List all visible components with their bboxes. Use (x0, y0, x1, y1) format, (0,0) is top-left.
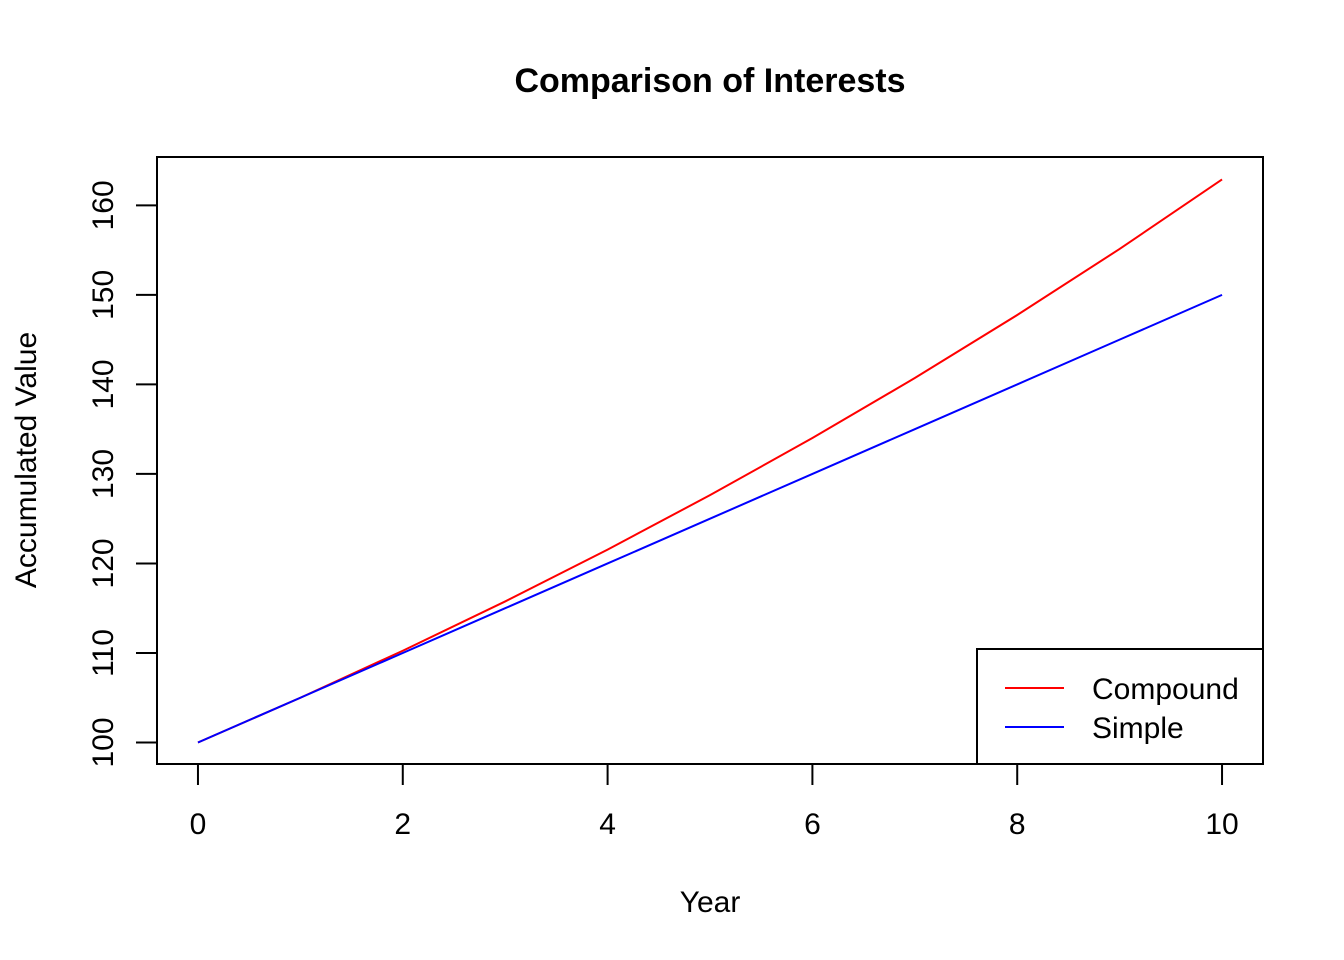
legend-box (976, 648, 1264, 765)
series-line-compound (197, 178, 1223, 744)
plot-frame (156, 156, 1264, 765)
x-axis-label: Year (680, 886, 741, 919)
legend-label-simple: Simple (1092, 712, 1184, 745)
series-line-simple (197, 293, 1223, 744)
y-tick-label-130: 130 (87, 449, 120, 499)
y-tick-label-120: 120 (87, 538, 120, 588)
y-tick-label-100: 100 (87, 717, 120, 767)
x-tick-label-6: 6 (804, 808, 821, 841)
y-tick-label-160: 160 (87, 180, 120, 230)
y-tick-label-150: 150 (87, 270, 120, 320)
chart-title: Comparison of Interests (514, 62, 905, 100)
x-tick-label-8: 8 (1009, 808, 1026, 841)
y-axis-label: Accumulated Value (10, 332, 43, 588)
x-tick-label-4: 4 (599, 808, 616, 841)
x-tick-label-10: 10 (1205, 808, 1238, 841)
y-tick-label-110: 110 (87, 629, 120, 677)
chart-legend: Compound Simple (976, 648, 1264, 765)
y-tick-label-140: 140 (87, 359, 120, 409)
x-tick-label-0: 0 (190, 808, 207, 841)
axes-layer: 0 2 4 6 8 10 100 110 120 130 140 150 160 (87, 180, 1239, 841)
x-tick-label-2: 2 (394, 808, 411, 841)
legend-label-compound: Compound (1092, 673, 1239, 706)
series-layer (197, 178, 1223, 744)
